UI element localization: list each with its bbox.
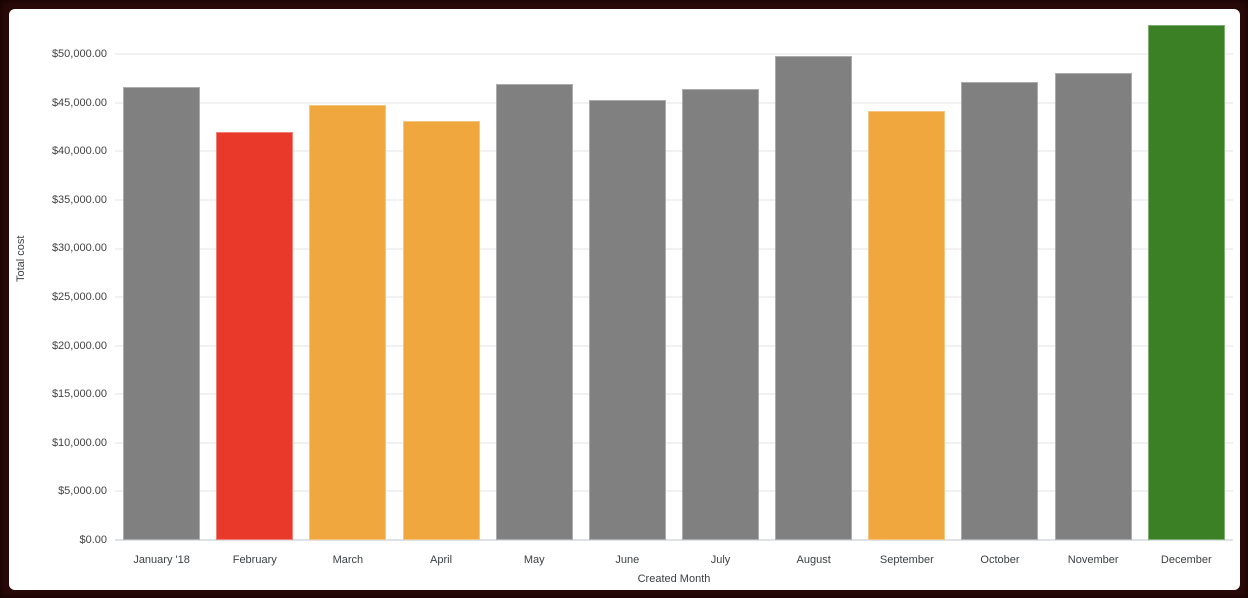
gridline [115,490,1233,493]
gridline [115,441,1233,444]
y-axis-tick-label: $20,000.00 [51,339,107,352]
gridline [115,296,1233,299]
bar-september[interactable] [868,111,946,540]
x-axis-tick-label-june: June [615,554,640,566]
bar-june[interactable] [588,99,666,540]
bar-november[interactable] [1054,72,1132,540]
y-axis-tick-label: $45,000.00 [51,96,107,109]
bar-december[interactable] [1147,25,1225,540]
x-axis-tick-labels: January '18 February March April May June July… [115,548,1233,566]
x-axis-tick-label-february: February [232,554,277,566]
bar-august[interactable] [775,56,853,540]
y-axis-tick-label: $15,000.00 [51,388,107,401]
gridline [115,150,1233,153]
gridline [115,344,1233,347]
y-axis-tick-label: $5,000.00 [58,485,107,498]
gridline [115,247,1233,250]
bar-october[interactable] [961,82,1039,540]
y-axis-tick-label: $40,000.00 [51,145,107,158]
gridline [115,101,1233,104]
y-axis-tick-label: $50,000.00 [51,48,107,61]
x-axis-tick-label-november: November [1067,554,1119,566]
x-axis-tick-label-april: April [430,554,453,566]
bar-february[interactable] [216,131,294,540]
x-axis-tick-label-march: March [332,554,364,566]
x-axis-title: Created Month [637,573,711,585]
bar-january-18[interactable] [123,87,201,540]
y-axis-tick-label: $10,000.00 [51,436,107,449]
y-axis-tick-label: $25,000.00 [51,291,107,304]
x-axis-line [115,539,1233,541]
bar-series [115,25,1233,540]
x-axis-tick-label-september: September [879,554,934,566]
bar-july[interactable] [682,89,760,540]
x-axis-tick-label-october: October [980,554,1020,566]
x-axis-tick-label-january-18: January '18 [133,554,190,566]
x-axis-tick-label-july: July [710,554,731,566]
x-axis-tick-label-may: May [523,554,545,566]
bar-march[interactable] [309,104,387,540]
chart-panel: $0.00 $5,000.00 $10,000.00 $15,000.00 $20,00… [9,9,1240,590]
x-axis-tick-label-august: August [796,554,831,566]
bar-may[interactable] [495,84,573,540]
y-axis-title: Total cost [15,235,27,282]
gridline [115,53,1233,56]
gridline [115,198,1233,201]
plot-area [115,25,1233,541]
y-axis-tick-label: $0.00 [79,534,107,546]
x-axis-tick-label-december: December [1160,554,1212,566]
gridline [115,393,1233,396]
y-axis-tick-labels: $0.00 $5,000.00 $10,000.00 $15,000.00 $20,00… [9,25,107,546]
y-axis-tick-label: $35,000.00 [51,193,107,206]
y-axis-tick-label: $30,000.00 [51,242,107,255]
bar-april[interactable] [402,121,480,540]
